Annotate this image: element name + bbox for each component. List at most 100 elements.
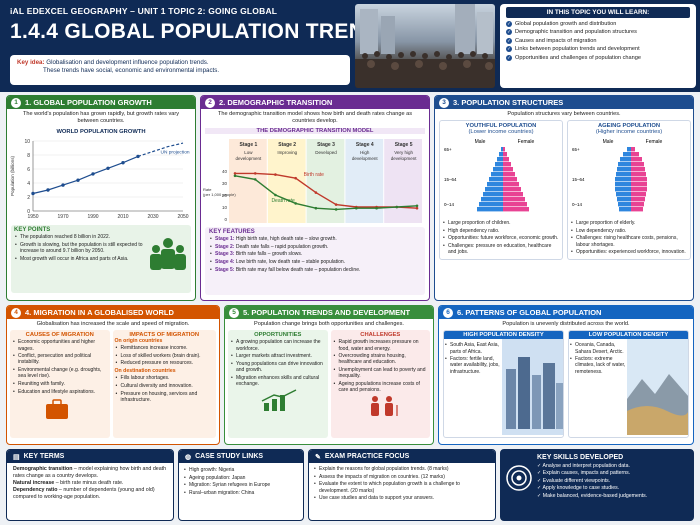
skills-list: ✓ Analyse and interpret population data.…	[537, 463, 647, 499]
list-item: ✓ Explain causes, impacts and patterns.	[537, 470, 631, 477]
ageing-box: AGEING POPULATION (Higher income countri…	[567, 120, 691, 260]
causes-list: Economic opportunities and higher wages.…	[12, 339, 108, 395]
check-icon: ✓	[537, 485, 543, 492]
list-item: Environmental change (e.g. droughts, sea…	[12, 367, 108, 380]
target-icon	[506, 465, 532, 491]
elderly-people-icon	[370, 395, 398, 416]
check-icon: ✓	[506, 54, 512, 61]
data-point	[334, 208, 338, 211]
list-item: South Asia, East Asia, parts of Africa.	[444, 342, 502, 355]
pyramid-bar-male	[619, 207, 631, 212]
check-icon: ✓	[506, 20, 512, 27]
data-point	[415, 206, 419, 210]
term-item: Demographic transition – model explainin…	[13, 466, 167, 479]
data-point	[106, 166, 110, 170]
panel-header: 6 6. PATTERNS OF GLOBAL POPULATION	[439, 306, 693, 319]
stage-label: Stage 1	[240, 142, 258, 148]
key-points-title: KEY POINTS	[14, 227, 51, 233]
data-point	[136, 154, 140, 159]
case-studies-box: ◍CASE STUDY LINKS High growth: Nigeria A…	[178, 449, 304, 521]
section-number: 4	[11, 307, 21, 318]
list-item: Cultural diversity and innovation.	[115, 383, 214, 390]
y-tick-label: 0	[27, 209, 30, 215]
panel-trends-development: 5 5. POPULATION TRENDS AND DEVELOPMENT Po…	[224, 305, 434, 445]
impacts-title: IMPACTS OF MIGRATION	[129, 332, 200, 338]
pyramid-bar-male	[623, 152, 631, 157]
panel-header: 2 2. DEMOGRAPHIC TRANSITION	[201, 96, 429, 109]
pyramid-bar-female	[631, 152, 639, 157]
check-icon: ✓	[537, 470, 543, 477]
list-item: Stage 5: Birth rate may fall below death…	[209, 267, 421, 274]
pyramid-bar-female	[631, 192, 646, 197]
stage-description: Very high	[394, 150, 413, 155]
panel-migration: 4 4. MIGRATION IN A GLOBALISED WORLD Glob…	[6, 305, 220, 445]
pyramid-bar-female	[631, 177, 647, 182]
list-item: Opportunities: experienced workforce, in…	[570, 249, 688, 256]
learn-item: ✓ Demographic transition and population s…	[506, 29, 690, 36]
ageing-pyramid: Male Female 65+ 15–64 0–14	[572, 139, 663, 212]
crowd-photo-illustration	[355, 4, 495, 88]
data-point	[395, 205, 399, 209]
stage-description: development	[391, 156, 418, 161]
list-item: Challenges: pressure on education, healt…	[442, 243, 560, 256]
key-idea-box: Key idea: Globalisation and development …	[10, 55, 350, 85]
origin-title: On origin countries	[114, 338, 163, 344]
pyramid-bar-male	[620, 157, 631, 162]
pyramid-bar-female	[631, 162, 644, 167]
pyramid-bar-male	[487, 182, 503, 187]
high-density-list: South Asia, East Asia, parts of Africa. …	[444, 339, 502, 435]
list-item: High growth: Nigeria	[183, 467, 299, 474]
list-item: A growing population can increase the wo…	[230, 339, 326, 352]
pyramid-bar-male	[485, 187, 503, 192]
panel-title: 6. PATTERNS OF GLOBAL POPULATION	[457, 308, 602, 317]
people-group-icon	[150, 238, 187, 270]
list-item: Low dependency ratio.	[570, 228, 688, 235]
key-points-box: KEY POINTS The population reached 8 bill…	[11, 225, 191, 293]
ageing-subtitle: (Higher income countries)	[595, 129, 663, 135]
list-item: The population reached 8 billion in 2022…	[14, 234, 148, 241]
page-title: 1.4.4 GLOBAL POPULATION TRENDS	[10, 20, 394, 43]
key-idea-label: Key idea:	[17, 59, 45, 66]
list-item: Growth is slowing, but the population is…	[14, 242, 148, 255]
pyramid-bar-female	[503, 147, 505, 152]
data-point	[46, 188, 50, 192]
exam-practice-header: ✎ EXAM PRACTICE FOCUS	[309, 450, 495, 463]
list-item: ✓ Make balanced, evidence-based judgemen…	[537, 492, 648, 499]
pencil-icon: ✎	[315, 453, 321, 461]
list-item: ✓ Analyse and interpret population data.	[537, 462, 630, 469]
projection-label: UN projection	[161, 150, 190, 156]
destination-title: On destination countries	[114, 368, 176, 375]
check-icon: ✓	[537, 492, 543, 499]
exam-list: Explain the reasons for global populatio…	[309, 463, 495, 505]
section-number: 6	[443, 307, 453, 318]
list-item: Fills labour shortages.	[115, 375, 214, 382]
pyramid-bar-female	[631, 147, 635, 152]
origin-list: Remittances increase income. Loss of ski…	[115, 345, 214, 367]
check-icon: ✓	[506, 29, 512, 36]
pyramid-bar-male	[501, 147, 503, 152]
data-point	[334, 203, 338, 206]
age-label: 65+	[572, 147, 580, 152]
pyramid-bar-female	[503, 162, 511, 167]
x-tick-label: 2050	[177, 214, 188, 220]
data-point	[61, 183, 65, 187]
list-item: High dependency ratio.	[442, 228, 560, 235]
growth-chart-icon	[261, 388, 297, 411]
pyramid-bar-male	[495, 162, 503, 167]
opportunities-title: OPPORTUNITIES	[254, 332, 302, 338]
list-item: Challenges: rising healthcare costs, pen…	[570, 235, 688, 248]
panel-title: 5. POPULATION TRENDS AND DEVELOPMENT	[243, 308, 411, 317]
data-point	[91, 172, 95, 176]
data-point	[233, 172, 237, 175]
learn-item: ✓ Causes and impacts of migration	[506, 37, 690, 44]
causes-box: CAUSES OF MIGRATION Economic opportuniti…	[10, 330, 110, 438]
low-density-box: LOW POPULATION DENSITY Oceania, Canada, …	[568, 330, 689, 438]
pyramid-bar-male	[491, 172, 503, 177]
list-item: Explain the reasons for global populatio…	[313, 466, 491, 473]
section-number: 3	[439, 97, 449, 108]
pyramid-bar-male	[617, 167, 631, 172]
data-point	[233, 174, 237, 178]
population-line	[32, 155, 139, 195]
pyramid-bar-female	[631, 167, 645, 172]
check-icon: ✓	[537, 477, 543, 484]
